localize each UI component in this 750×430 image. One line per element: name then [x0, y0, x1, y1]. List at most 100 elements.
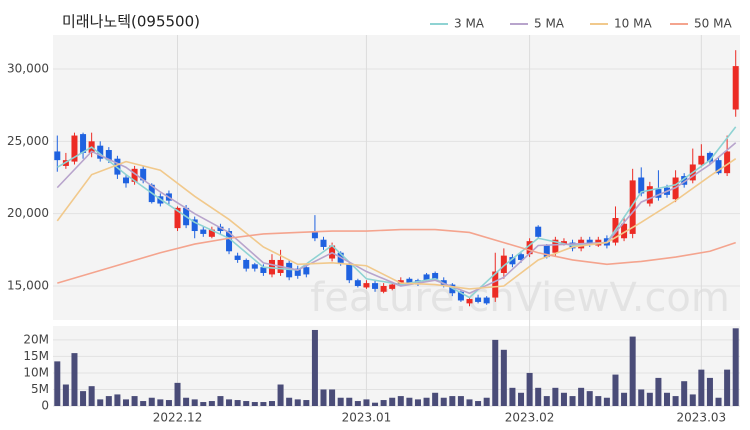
- candle-body: [535, 226, 542, 237]
- x-tick-label: 2023.01: [342, 411, 392, 425]
- volume-bar: [183, 397, 190, 406]
- volume-bar: [518, 392, 525, 406]
- volume-bar: [612, 374, 619, 406]
- candle-body: [483, 297, 490, 304]
- candle-body: [140, 168, 147, 181]
- volume-bar: [62, 384, 69, 406]
- volume-bar: [535, 387, 542, 406]
- candle-body: [500, 255, 507, 273]
- x-tick-label: 2023.02: [505, 411, 555, 425]
- candle-body: [354, 280, 361, 287]
- volume-bar: [389, 397, 396, 406]
- volume-bar: [286, 397, 293, 406]
- x-tick-label: 2023.03: [677, 411, 727, 425]
- volume-bar: [483, 397, 490, 406]
- volume-bar: [457, 396, 464, 406]
- volume-bar: [449, 396, 456, 406]
- volume-bar: [208, 401, 215, 406]
- volume-bar: [629, 336, 636, 406]
- y-tick-label: 20,000: [7, 206, 49, 220]
- volume-bar: [492, 339, 499, 406]
- volume-bar: [414, 399, 421, 406]
- legend-label: 10 MA: [614, 17, 652, 31]
- volume-bar: [140, 401, 147, 406]
- volume-bar: [54, 361, 61, 406]
- volume-bar: [397, 396, 404, 406]
- y-tick-label: 15,000: [7, 279, 49, 293]
- volume-bar: [217, 396, 224, 406]
- candle-body: [526, 241, 533, 255]
- candle-body: [226, 231, 233, 252]
- candle-body: [71, 135, 78, 162]
- candle-body: [543, 245, 550, 258]
- volume-bar: [200, 402, 207, 406]
- price-panel: [53, 35, 740, 320]
- legend-label: 50 MA: [694, 17, 732, 31]
- volume-bar: [578, 387, 585, 406]
- ma-line: [56, 158, 737, 290]
- volume-bar: [440, 397, 447, 406]
- candle-body: [311, 232, 318, 239]
- volume-bar: [277, 384, 284, 406]
- candle-body: [251, 264, 258, 269]
- volume-bar: [715, 397, 722, 406]
- candle-body: [621, 223, 628, 239]
- y-tick-label: 0: [41, 399, 49, 413]
- legend-label: 5 MA: [534, 17, 565, 31]
- volume-bar: [466, 399, 473, 406]
- volume-bar: [595, 396, 602, 406]
- volume-bar: [320, 389, 327, 406]
- candle-body: [389, 284, 396, 289]
- volume-bar: [226, 399, 233, 406]
- volume-bar: [664, 392, 671, 406]
- volume-bar: [689, 394, 696, 406]
- volume-bar: [621, 392, 628, 406]
- candle-body: [466, 299, 473, 304]
- y-tick-label: 25,000: [7, 134, 49, 148]
- candle-body: [320, 239, 327, 247]
- volume-bar: [71, 353, 78, 406]
- volume-bar: [157, 399, 164, 406]
- volume-bar: [560, 392, 567, 406]
- volume-bar: [329, 389, 336, 406]
- volume-bar: [363, 399, 370, 406]
- candle-body: [655, 189, 662, 198]
- volume-bar: [114, 394, 121, 406]
- volume-bar: [260, 402, 267, 406]
- volume-bar: [672, 396, 679, 406]
- volume-panel: [53, 326, 740, 406]
- candle-body: [191, 219, 198, 232]
- volume-bar: [354, 401, 361, 406]
- volume-bar: [638, 389, 645, 406]
- volume-bar: [500, 349, 507, 406]
- candle-body: [260, 267, 267, 273]
- candle-body: [122, 177, 129, 184]
- volume-bar: [432, 392, 439, 406]
- candle-body: [54, 151, 61, 161]
- volume-bar: [251, 402, 258, 406]
- candle-body: [432, 272, 439, 279]
- volume-bar: [372, 402, 379, 406]
- volume-bar: [165, 400, 172, 406]
- volume-bar: [234, 400, 241, 406]
- candle-body: [372, 283, 379, 289]
- volume-bar: [681, 381, 688, 406]
- volume-bar: [706, 377, 713, 406]
- x-tick-label: 2022.12: [153, 411, 203, 425]
- candle-body: [363, 283, 370, 288]
- volume-bar: [148, 397, 155, 406]
- candle-body: [208, 229, 215, 237]
- volume-bar: [543, 396, 550, 406]
- candle-body: [105, 150, 112, 161]
- volume-bar: [191, 399, 198, 406]
- volume-bar: [552, 387, 559, 406]
- volume-bar: [569, 396, 576, 406]
- volume-bar: [243, 401, 250, 406]
- volume-bar: [655, 377, 662, 406]
- volume-bar: [406, 397, 413, 406]
- volume-bar: [337, 397, 344, 406]
- candle-body: [552, 239, 559, 253]
- ma-line: [57, 228, 736, 284]
- volume-bar: [131, 396, 138, 406]
